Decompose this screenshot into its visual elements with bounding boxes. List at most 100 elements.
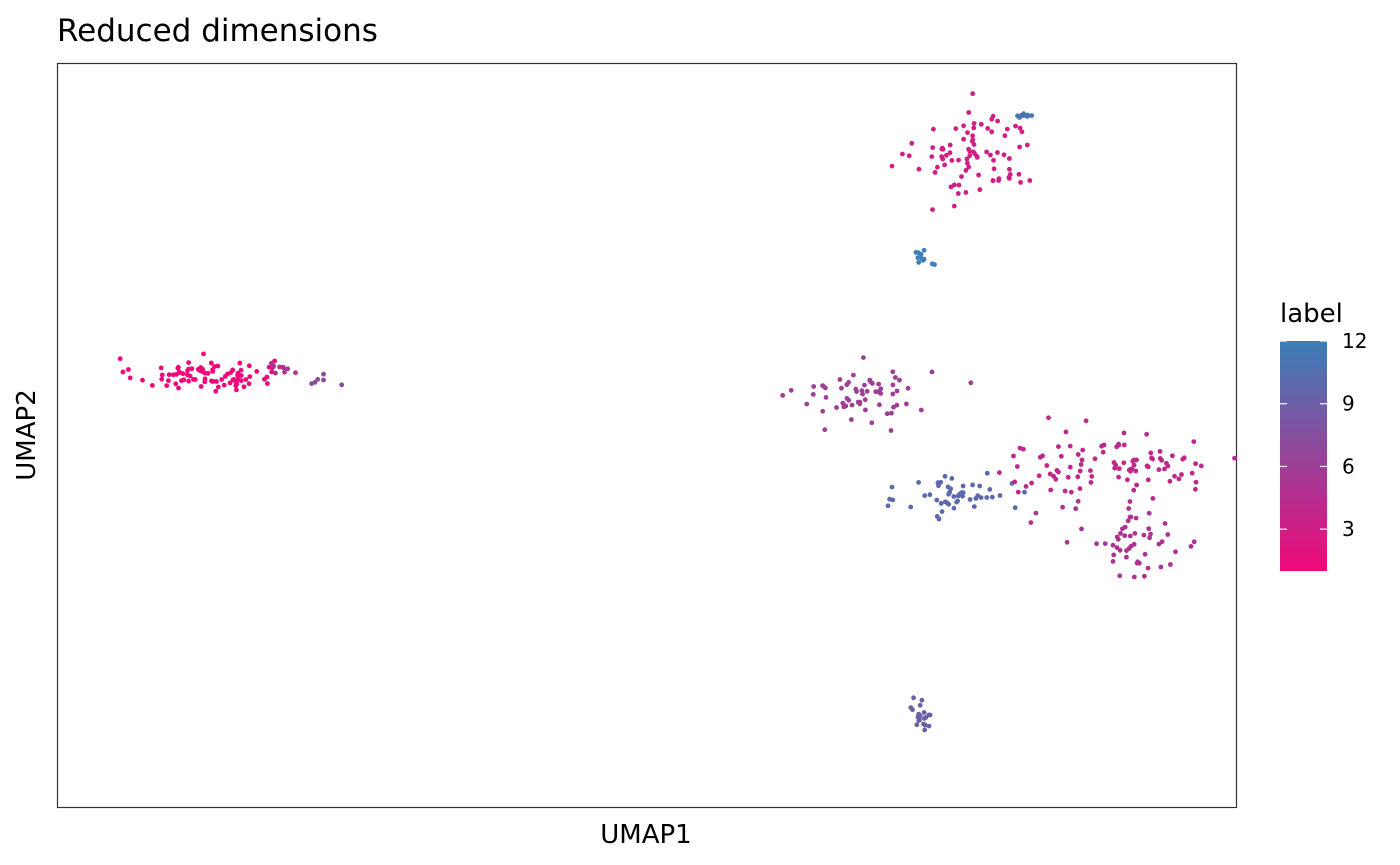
data-point: [951, 505, 957, 511]
data-point: [1011, 453, 1016, 459]
data-point: [265, 381, 270, 386]
data-point: [1092, 456, 1098, 462]
data-point: [1048, 487, 1054, 493]
data-point: [1164, 460, 1169, 466]
data-point: [884, 411, 890, 417]
data-point: [989, 116, 995, 122]
data-point: [1058, 453, 1064, 459]
data-point: [973, 496, 979, 501]
data-point: [213, 388, 219, 394]
data-point: [966, 164, 972, 170]
data-point: [971, 504, 977, 509]
data-point: [1131, 574, 1137, 580]
data-point: [1124, 554, 1129, 560]
data-point: [1064, 539, 1070, 545]
data-point: [908, 705, 914, 710]
data-point: [945, 484, 951, 490]
data-point: [919, 697, 925, 703]
data-point: [1007, 166, 1012, 172]
data-point: [921, 716, 927, 721]
data-point: [935, 164, 940, 170]
data-point: [1148, 450, 1154, 456]
data-point: [942, 162, 947, 168]
data-point: [1060, 504, 1065, 510]
data-point: [208, 360, 214, 366]
data-point: [1012, 479, 1018, 485]
data-point: [1099, 443, 1104, 449]
data-point: [237, 360, 243, 366]
data-point: [1016, 171, 1022, 177]
data-point: [176, 364, 181, 370]
data-point: [837, 377, 843, 382]
data-point: [1067, 443, 1073, 449]
data-point: [946, 501, 952, 507]
data-point: [965, 160, 970, 166]
data-point: [271, 363, 277, 369]
data-point: [1116, 466, 1122, 472]
data-point: [1176, 476, 1182, 482]
data-point: [1021, 113, 1027, 119]
data-point: [822, 427, 828, 433]
legend-tick-label: 9: [1342, 392, 1355, 416]
data-point: [938, 501, 944, 506]
data-point: [968, 380, 974, 386]
data-point: [1156, 467, 1162, 473]
data-point: [241, 384, 247, 390]
data-point: [917, 702, 923, 708]
data-point: [1198, 463, 1204, 469]
data-point: [1114, 444, 1119, 450]
data-point: [893, 375, 898, 380]
data-point: [1007, 156, 1012, 161]
data-point: [1145, 477, 1151, 483]
data-point: [938, 479, 944, 485]
data-point: [117, 356, 123, 362]
data-point: [927, 712, 933, 718]
data-point: [1116, 474, 1121, 480]
data-point: [186, 360, 192, 365]
data-point: [989, 494, 995, 500]
y-axis-label: UMAP2: [12, 389, 42, 480]
data-point: [243, 377, 249, 382]
data-point: [966, 110, 972, 115]
data-point: [918, 407, 924, 413]
legend-tick-label: 12: [1342, 329, 1367, 353]
data-point: [921, 721, 926, 727]
data-point: [1165, 532, 1171, 537]
data-point: [1088, 480, 1094, 485]
data-point: [961, 123, 966, 129]
data-point: [1001, 152, 1007, 158]
data-point: [158, 365, 164, 371]
data-point: [987, 487, 993, 492]
data-point: [164, 383, 170, 388]
data-point: [977, 187, 983, 193]
data-point: [1046, 415, 1051, 421]
data-point: [995, 150, 1000, 155]
data-point: [1065, 474, 1071, 480]
data-point: [947, 489, 953, 495]
data-point: [869, 420, 875, 426]
data-point: [1117, 547, 1123, 553]
data-point: [921, 710, 927, 715]
legend-ticks: 3 6 9 12: [1280, 329, 1367, 541]
data-point: [173, 381, 179, 387]
data-point: [1193, 486, 1198, 492]
data-point: [811, 384, 817, 389]
data-point: [1017, 144, 1022, 150]
data-point: [1047, 471, 1053, 477]
data-point: [887, 496, 892, 502]
data-point: [863, 407, 868, 413]
data-point: [970, 137, 976, 143]
data-point: [315, 377, 321, 382]
data-point: [210, 379, 216, 384]
data-point: [1094, 541, 1099, 547]
data-point: [171, 372, 176, 378]
data-point: [846, 397, 852, 403]
data-point: [166, 378, 171, 383]
data-point: [906, 153, 912, 159]
data-point: [230, 377, 236, 383]
data-point: [246, 363, 252, 369]
data-point: [780, 393, 786, 398]
data-point: [1002, 133, 1008, 139]
data-point: [1033, 510, 1039, 516]
data-point: [939, 509, 945, 514]
